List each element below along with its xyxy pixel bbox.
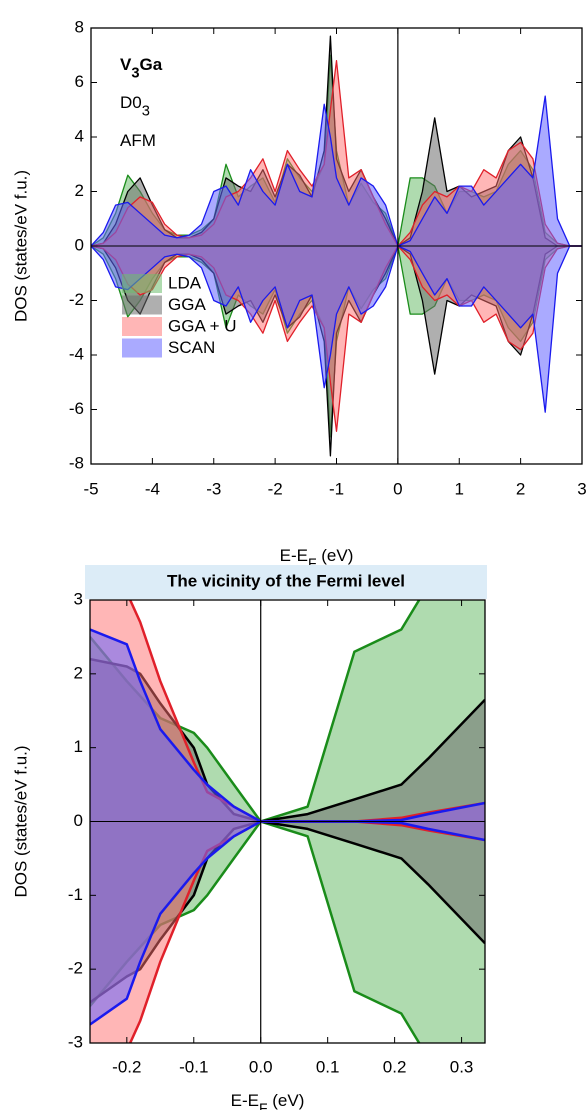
y-tick-label: 0	[75, 235, 84, 254]
annotation-main: V	[120, 55, 132, 74]
area-line	[91, 245, 582, 413]
y-tick-label: 0	[74, 811, 83, 830]
title-background	[85, 565, 487, 599]
area-line	[90, 820, 485, 1026]
chart-title: The vicinity of the Fermi level	[167, 571, 405, 590]
x-tick-label: 0	[393, 479, 402, 498]
area-line	[91, 245, 582, 432]
annotation-sub: 3	[131, 65, 139, 81]
annotation: AFM	[120, 131, 156, 150]
y-tick-label: 4	[75, 126, 84, 145]
x-tick-label: 1	[455, 479, 464, 498]
y-tick-label: -4	[69, 344, 84, 363]
annotation: D03	[120, 93, 150, 119]
x-tick-label: -3	[206, 479, 221, 498]
x-tick-label: 0.3	[450, 1057, 474, 1076]
legend-swatch	[122, 338, 162, 358]
x-axis-label: E-EF (eV)	[231, 1091, 305, 1110]
plot-area	[91, 35, 582, 457]
area-fill	[90, 629, 485, 822]
y-tick-label: 8	[75, 17, 84, 36]
y-tick-label: -8	[69, 453, 84, 472]
x-tick-label: -1	[329, 479, 344, 498]
legend-swatch	[122, 295, 162, 315]
x-tick-label: -5	[83, 479, 98, 498]
y-tick-label: -6	[69, 399, 84, 418]
x-axis-label: E-EF (eV)	[280, 546, 354, 570]
annotation-main: AFM	[120, 131, 156, 150]
x-tick-label: -0.1	[179, 1057, 208, 1076]
x-tick-label: -2	[268, 479, 283, 498]
x-tick-label: 0.1	[316, 1057, 340, 1076]
plot-area	[90, 600, 485, 1043]
y-tick-label: -3	[68, 1032, 83, 1051]
area-line	[90, 628, 485, 823]
x-axis-label-main: E-E	[231, 1091, 259, 1110]
x-tick-label: -0.2	[112, 1057, 141, 1076]
y-tick-label: 2	[75, 181, 84, 200]
annotation: V3Ga	[120, 55, 163, 81]
area-fill	[91, 246, 582, 413]
area-fill	[91, 96, 582, 246]
x-axis-label-tail: (eV)	[268, 1091, 305, 1110]
x-tick-label: -4	[145, 479, 160, 498]
annotation-tail: Ga	[140, 55, 163, 74]
area-fill	[90, 821, 485, 1025]
legend-label: SCAN	[168, 338, 215, 357]
area-line	[91, 95, 582, 247]
y-tick-label: 2	[74, 663, 83, 682]
y-tick-label: -1	[68, 885, 83, 904]
y-tick-label: 6	[75, 72, 84, 91]
x-tick-label: 0.2	[383, 1057, 407, 1076]
x-tick-label: 0.0	[249, 1057, 273, 1076]
x-axis-label-tail: (eV)	[317, 546, 354, 565]
annotation-sub: 3	[142, 103, 150, 119]
y-tick-label: 3	[74, 589, 83, 608]
x-axis-label-main: E-E	[280, 546, 308, 565]
legend-swatch	[122, 317, 162, 336]
area-line	[91, 60, 582, 247]
y-axis-label: DOS (states/eV f.u.)	[11, 745, 30, 897]
x-tick-label: 2	[516, 479, 525, 498]
y-tick-label: 1	[74, 737, 83, 756]
legend-label: GGA	[168, 295, 206, 314]
y-tick-label: -2	[69, 290, 84, 309]
annotation-main: D0	[120, 93, 142, 112]
y-axis-label: DOS (states/eV f.u.)	[11, 170, 30, 322]
legend-swatch	[122, 274, 162, 293]
legend-label: LDA	[168, 273, 202, 292]
y-tick-label: -2	[68, 959, 83, 978]
legend-label: GGA + U	[168, 316, 237, 335]
x-axis-label-sub: F	[308, 555, 317, 571]
x-tick-label: 3	[577, 479, 586, 498]
x-axis-label-sub: F	[259, 1100, 268, 1110]
